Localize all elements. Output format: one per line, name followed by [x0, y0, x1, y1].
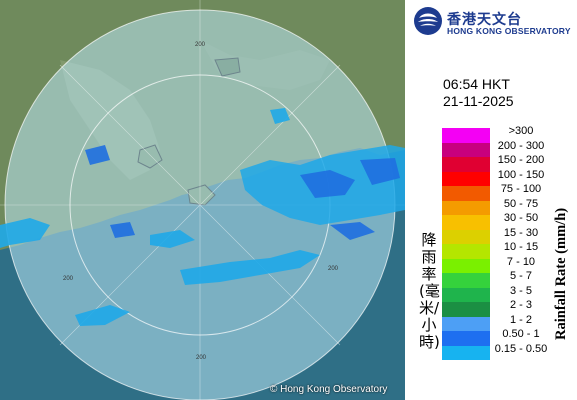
legend-swatch	[442, 287, 490, 302]
rain-cell	[150, 230, 195, 248]
observation-date: 21-11-2025	[443, 93, 514, 109]
legend-label: 150 - 200	[497, 154, 545, 166]
legend-swatch	[442, 157, 490, 172]
legend-label: 0.15 - 0.50	[494, 342, 548, 355]
range-label-south: 200	[196, 355, 207, 361]
legend-swatch	[442, 273, 490, 288]
org-name-zh: 香港天文台	[447, 12, 522, 28]
legend-label: 7 - 10	[506, 255, 536, 268]
rain-cell	[110, 222, 135, 238]
rain-cell	[85, 145, 110, 165]
legend-label: 100 - 150	[497, 168, 545, 181]
hko-emblem-icon	[414, 7, 442, 35]
rain-cell	[360, 158, 400, 185]
legend-swatch	[442, 215, 490, 230]
legend-swatch	[442, 171, 490, 186]
legend-label: 3 - 5	[509, 284, 532, 297]
legend-swatch	[442, 244, 490, 259]
rain-cell	[75, 305, 130, 326]
observation-time: 06:54 HKT	[443, 76, 510, 92]
legend-swatch	[442, 128, 490, 143]
legend-title-zh: 降雨率(毫米/小時)	[419, 231, 440, 351]
legend-swatch	[442, 200, 490, 215]
legend-label: 1 - 2	[509, 313, 532, 326]
org-name-en: HONG KONG OBSERVATORY	[447, 26, 571, 36]
legend-swatch	[442, 302, 490, 317]
radial-lines	[0, 0, 405, 400]
legend-swatch	[442, 142, 490, 157]
legend-swatch	[442, 186, 490, 201]
legend-label: 2 - 3	[509, 299, 532, 311]
legend-swatch	[442, 316, 490, 331]
legend-label: 30 - 50	[503, 212, 539, 224]
range-label-north: 200	[195, 42, 206, 48]
hko-logo[interactable]: 香港天文台 HONG KONG OBSERVATORY	[413, 6, 573, 38]
legend-label: 50 - 75	[503, 197, 539, 210]
rain-cell	[0, 218, 50, 248]
legend-title-en: Rainfall Rate (mm/h)	[553, 207, 569, 340]
legend-label: 5 - 7	[509, 270, 532, 282]
legend-label: 0.50 - 1	[502, 328, 540, 340]
radar-map-svg: 200 200 200 200	[0, 0, 405, 400]
legend-swatch	[442, 345, 490, 360]
legend-label: 200 - 300	[497, 139, 545, 152]
rain-cell	[300, 170, 355, 198]
legend-labels: >300 200 - 300 150 - 200 100 - 150 75 - 100 5…	[481, 124, 561, 356]
legend-label: 75 - 100	[500, 183, 542, 195]
rain-band	[180, 250, 320, 285]
legend-label: >300	[508, 125, 534, 137]
legend-label: 15 - 30	[503, 226, 539, 239]
range-label-east: 200	[328, 266, 339, 272]
legend-swatch	[442, 229, 490, 244]
rain-cell	[330, 222, 375, 240]
copyright-notice: © Hong Kong Observatory	[270, 384, 388, 395]
rain-echoes	[0, 108, 405, 326]
radar-map[interactable]: 200 200 200 200 © Hong Kong Observatory	[0, 0, 405, 400]
legend-swatches	[442, 128, 490, 360]
rain-cell	[270, 108, 290, 124]
legend-swatch	[442, 331, 490, 346]
legend-panel: 香港天文台 HONG KONG OBSERVATORY 06:54 HKT 21…	[405, 0, 577, 400]
legend-label: 10 - 15	[503, 241, 539, 253]
legend-swatch	[442, 258, 490, 273]
range-label-west: 200	[63, 276, 74, 282]
